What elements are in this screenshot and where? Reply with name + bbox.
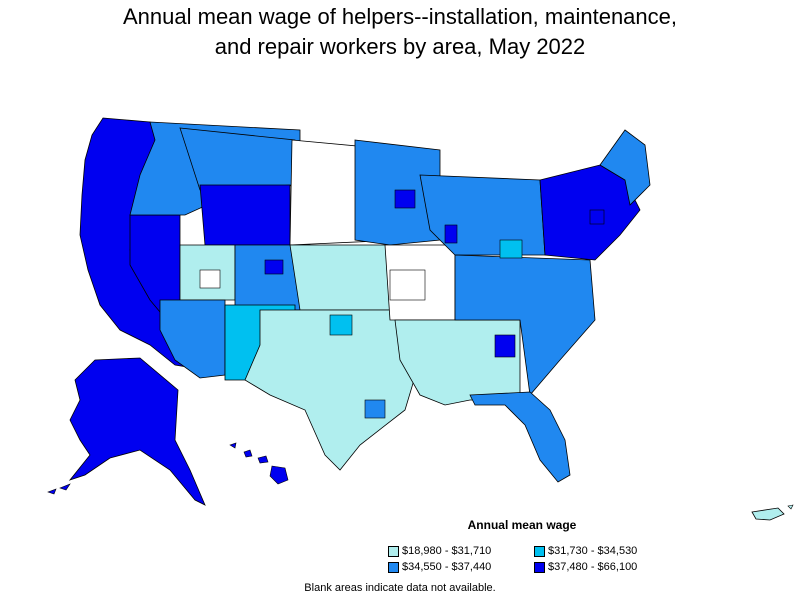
region-puerto-rico — [751, 507, 785, 521]
region-southeast — [454, 254, 596, 396]
sub-areas — [199, 189, 605, 419]
title-line-1: Annual mean wage of helpers--installatio… — [123, 4, 677, 29]
area-ohio — [499, 239, 523, 259]
title-line-2: and repair workers by area, May 2022 — [214, 34, 586, 59]
legend-title: Annual mean wage — [467, 518, 577, 532]
area-atlanta — [494, 334, 516, 358]
region-south-central — [394, 319, 521, 406]
legend-label-4: $37,480 - $66,100 — [548, 561, 638, 573]
legend-item-1: $18,980 - $31,710 — [388, 545, 491, 557]
map-title: Annual mean wage of helpers--installatio… — [0, 2, 800, 62]
area-minneapolis — [394, 189, 416, 209]
region-hawaii — [229, 442, 289, 485]
legend-item-2: $31,730 - $34,530 — [534, 545, 637, 557]
area-houston — [364, 399, 386, 419]
aleutian-islands — [47, 483, 71, 495]
region-wyoming — [199, 184, 291, 246]
legend-label-2: $31,730 - $34,530 — [548, 545, 638, 557]
continental-us — [79, 117, 651, 483]
legend-item-3: $34,550 - $37,440 — [388, 561, 491, 573]
region-alaska — [68, 357, 206, 506]
legend-swatch-1 — [388, 545, 399, 557]
area-kansas — [389, 269, 426, 301]
legend-swatch-4 — [534, 561, 545, 573]
region-new-england — [599, 129, 651, 206]
region-nebraska-kansas — [289, 244, 391, 311]
legend-swatch-3 — [388, 561, 399, 573]
area-utah-south — [199, 269, 221, 289]
legend-label-3: $34,550 - $37,440 — [402, 561, 492, 573]
area-chicago — [444, 224, 458, 244]
blank-areas-note: Blank areas indicate data not available. — [304, 582, 496, 594]
area-oklahoma — [329, 314, 353, 336]
pr-island — [787, 504, 794, 510]
region-great-lakes — [419, 174, 546, 256]
legend-item-4: $37,480 - $66,100 — [534, 561, 637, 573]
area-denver — [264, 259, 284, 275]
region-florida — [469, 391, 571, 483]
region-arizona — [159, 299, 226, 379]
area-new-york — [589, 209, 605, 225]
legend-swatch-2 — [534, 545, 545, 557]
legend-label-1: $18,980 - $31,710 — [402, 545, 492, 557]
